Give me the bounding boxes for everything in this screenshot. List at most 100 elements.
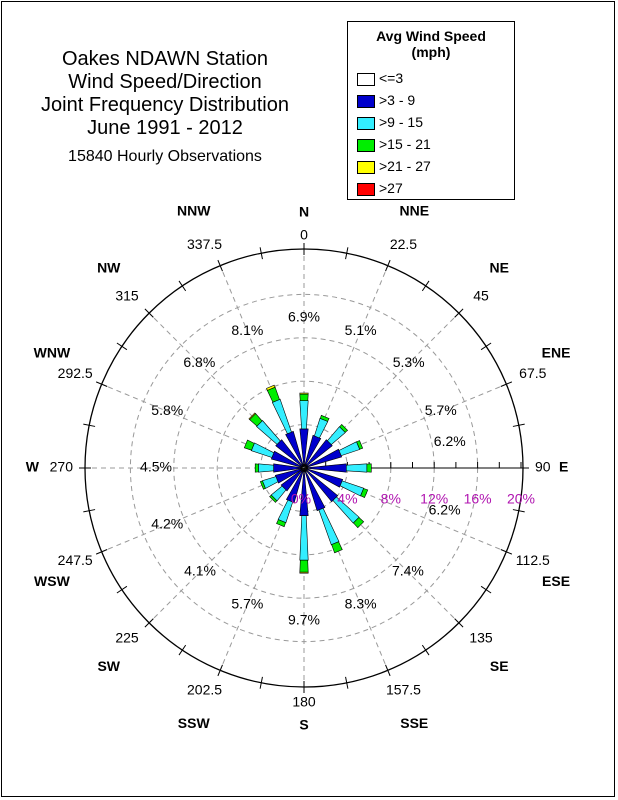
wind-bar-segment — [271, 398, 292, 435]
compass-degree-label: 135 — [469, 630, 493, 646]
wind-bar-segment — [269, 494, 278, 503]
compass-tick — [345, 247, 349, 260]
compass-direction-label: N — [299, 204, 309, 220]
legend-label: <=3 — [379, 70, 404, 86]
legend-swatch — [357, 182, 375, 196]
legend-label: >9 - 15 — [379, 114, 423, 130]
compass-tick — [345, 676, 349, 689]
ring-scale-label: 4% — [337, 491, 357, 507]
wind-bar-segment — [254, 463, 259, 473]
direction-frequency-label: 5.7% — [231, 595, 263, 611]
title-line-2: Wind Speed/Direction — [68, 71, 262, 93]
compass-degree-label: 202.5 — [187, 682, 222, 698]
compass-tick — [385, 259, 391, 272]
compass-direction-label: SW — [97, 658, 120, 674]
direction-frequency-label: 5.3% — [393, 354, 425, 370]
compass-tick — [480, 342, 492, 351]
ring-scale-label: 16% — [464, 491, 492, 507]
compass-direction-label: SSE — [400, 715, 428, 731]
direction-frequency-label: 8.1% — [231, 322, 263, 338]
direction-frequency-label: 7.4% — [392, 563, 424, 579]
wind-bar-segment — [319, 414, 330, 422]
legend-title: Avg Wind Speed (mph) — [348, 28, 514, 60]
compass-direction-label: NW — [97, 259, 121, 275]
wind-bar-segment — [276, 519, 286, 528]
compass-tick — [83, 423, 96, 427]
legend-swatch — [357, 94, 375, 108]
wind-bar-segment — [299, 559, 309, 573]
title-line-4: June 1991 - 2012 — [87, 117, 243, 139]
wind-bar-segment — [352, 516, 365, 529]
compass-degree-label: 337.5 — [187, 236, 222, 252]
compass-tick — [454, 308, 464, 318]
compass-tick — [116, 585, 128, 594]
chart-title-block: Oakes NDAWN Station Wind Speed/Direction… — [0, 48, 330, 166]
compass-tick — [259, 247, 263, 260]
wind-bar-segment — [299, 400, 309, 430]
compass-tick — [454, 618, 464, 628]
compass-direction-label: NNE — [399, 203, 429, 219]
wind-bar-segment — [258, 463, 274, 473]
wind-bar-segment — [314, 417, 329, 439]
compass-degree-label: 157.5 — [386, 682, 421, 698]
compass-direction-label: WSW — [34, 573, 71, 589]
compass-tick — [512, 509, 525, 513]
ring-scale-label: 12% — [420, 491, 448, 507]
wind-bar-segment — [277, 499, 294, 524]
compass-degree-label: 225 — [115, 630, 139, 646]
compass-direction-label: NE — [490, 259, 509, 275]
wind-bar-segment — [318, 507, 340, 546]
compass-degree-label: 112.5 — [516, 552, 550, 568]
wind-bar-segment — [299, 393, 309, 402]
wind-bar-segment — [339, 423, 349, 433]
wind-bar-segment — [266, 384, 276, 391]
wind-bar-segment — [338, 441, 361, 456]
legend-swatch — [357, 138, 375, 152]
compass-tick — [144, 618, 154, 628]
compass-degree-label: 22.5 — [390, 236, 417, 252]
legend-label: >21 - 27 — [379, 158, 431, 174]
compass-tick — [385, 664, 391, 677]
compass-direction-label: S — [299, 717, 308, 733]
compass-tick — [217, 664, 223, 677]
compass-degree-label: 45 — [473, 288, 489, 304]
legend-item: <=3 — [357, 70, 403, 86]
title-line-1: Oakes NDAWN Station — [62, 48, 268, 70]
legend-item: >3 - 9 — [357, 92, 415, 108]
legend-title-text: Avg Wind Speed (mph) — [376, 28, 486, 60]
compass-tick — [421, 280, 430, 292]
direction-frequency-label: 5.1% — [345, 322, 377, 338]
wind-bar-segment — [243, 439, 255, 451]
legend-item: >27 — [357, 180, 403, 196]
wind-bar-segment — [366, 463, 372, 473]
direction-frequency-label: 6.8% — [183, 354, 215, 370]
compass-tick — [116, 342, 128, 351]
compass-tick — [178, 644, 187, 656]
wind-bar-segment — [259, 480, 266, 490]
legend-label: >15 - 21 — [379, 136, 431, 152]
wind-bar-segment — [299, 515, 309, 561]
compass-degree-label: 292.5 — [58, 365, 93, 381]
ring-scale-label: 0% — [291, 491, 311, 507]
legend-label: >27 — [379, 180, 403, 196]
compass-tick — [480, 585, 492, 594]
ring-scale-label: 8% — [381, 491, 401, 507]
compass-direction-label: WNW — [34, 344, 71, 360]
compass-tick — [512, 423, 525, 427]
direction-frequency-label: 9.7% — [288, 612, 320, 628]
compass-degree-label: 315 — [115, 288, 139, 304]
ring-scale-label: 20% — [507, 491, 535, 507]
compass-degree-label: 0 — [300, 227, 308, 243]
compass-direction-label: ESE — [542, 573, 570, 589]
legend-item: >15 - 21 — [357, 136, 431, 152]
compass-degree-label: 67.5 — [519, 365, 546, 381]
compass-tick — [95, 381, 108, 387]
direction-frequency-label: 4.5% — [140, 459, 172, 475]
compass-tick — [259, 676, 263, 689]
compass-degree-label: 247.5 — [58, 552, 93, 568]
direction-frequency-label: 4.2% — [151, 515, 183, 531]
compass-degree-label: 270 — [50, 459, 74, 475]
direction-frequency-label: 6.2% — [429, 502, 461, 518]
wind-bar-segment — [250, 442, 275, 458]
